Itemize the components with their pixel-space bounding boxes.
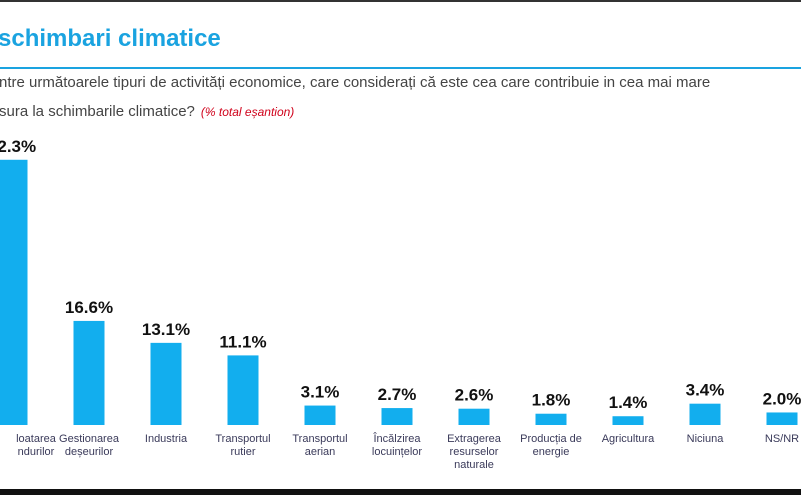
x-tick-label-line: resurselor bbox=[450, 446, 499, 458]
title-rule bbox=[0, 67, 801, 69]
bottom-border bbox=[0, 489, 801, 495]
x-tick-label: Producția de energie bbox=[520, 433, 582, 458]
value-label: 11.1% bbox=[219, 332, 266, 351]
bar bbox=[0, 159, 28, 426]
bar bbox=[227, 355, 259, 425]
x-tick-label-line: aerian bbox=[305, 446, 336, 458]
x-tick-label-line: NS/NR bbox=[765, 433, 799, 445]
bar bbox=[535, 413, 567, 425]
x-tick-label: Industria bbox=[145, 433, 188, 445]
bar bbox=[150, 342, 182, 425]
value-label: 2.7% bbox=[378, 385, 417, 404]
top-border bbox=[0, 0, 801, 2]
value-label: 16.6% bbox=[65, 298, 113, 317]
subtitle: ntre următoarele tipuri de activități ec… bbox=[0, 74, 710, 91]
bar bbox=[689, 403, 721, 425]
x-tick-label-line: deșeurilor bbox=[65, 446, 114, 458]
bar bbox=[612, 416, 644, 425]
x-tick-label: Agricultura bbox=[602, 433, 655, 445]
value-label: 3.4% bbox=[686, 381, 725, 400]
x-tick-label: Încălzirea locuințelor bbox=[372, 432, 422, 458]
bar bbox=[304, 405, 336, 425]
x-tick-label-line: Producția de bbox=[520, 433, 582, 445]
bar bbox=[73, 320, 105, 425]
x-tick-label-line: rutier bbox=[230, 446, 255, 458]
x-tick-label: Extragerea resurselor naturale bbox=[447, 433, 502, 471]
x-tick-label-line: energie bbox=[533, 446, 570, 458]
x-tick-label-line: Agricultura bbox=[602, 433, 655, 445]
bar bbox=[458, 408, 490, 425]
value-label: 2.0% bbox=[763, 389, 801, 408]
value-label: 1.4% bbox=[609, 393, 648, 412]
subtitle: sura la schimbarile climatice? (% total e… bbox=[0, 103, 294, 120]
value-label: 3.1% bbox=[301, 383, 340, 402]
x-tick-label-line: naturale bbox=[454, 459, 494, 471]
x-tick-label: Transportul rutier bbox=[215, 433, 270, 458]
bar bbox=[766, 412, 798, 425]
chart-title: schimbari climatice bbox=[0, 25, 221, 52]
x-tick-label-line: Niciuna bbox=[687, 433, 725, 445]
x-tick-label: Gestionarea deșeurilor bbox=[59, 433, 120, 458]
subtitle-line: sura la schimbarile climatice? bbox=[0, 103, 195, 120]
value-label: 1.8% bbox=[532, 391, 571, 410]
note: (% total eșantion) bbox=[201, 105, 294, 119]
bar bbox=[381, 408, 413, 425]
value-label: 13.1% bbox=[142, 320, 190, 339]
x-tick-label-line: locuințelor bbox=[372, 446, 422, 458]
x-tick-label-line: Gestionarea bbox=[59, 433, 120, 445]
x-tick-label-line: ndurilor bbox=[18, 446, 55, 458]
value-label: 42.3% bbox=[0, 137, 36, 156]
x-tick-label-line: Transportul bbox=[292, 433, 347, 445]
x-tick-label: Transportul aerian bbox=[292, 433, 347, 458]
x-tick-label-line: Industria bbox=[145, 433, 188, 445]
x-tick-label-line: Transportul bbox=[215, 433, 270, 445]
x-tick-label: Niciuna bbox=[687, 433, 725, 445]
x-tick-label: NS/NR bbox=[765, 433, 799, 445]
x-tick-label-line: loatarea bbox=[16, 433, 57, 445]
value-label: 2.6% bbox=[455, 386, 494, 405]
x-tick-label: loatarea ndurilor bbox=[16, 433, 57, 458]
x-tick-label-line: Extragerea bbox=[447, 433, 502, 445]
x-tick-label-line: Încălzirea bbox=[372, 432, 421, 445]
